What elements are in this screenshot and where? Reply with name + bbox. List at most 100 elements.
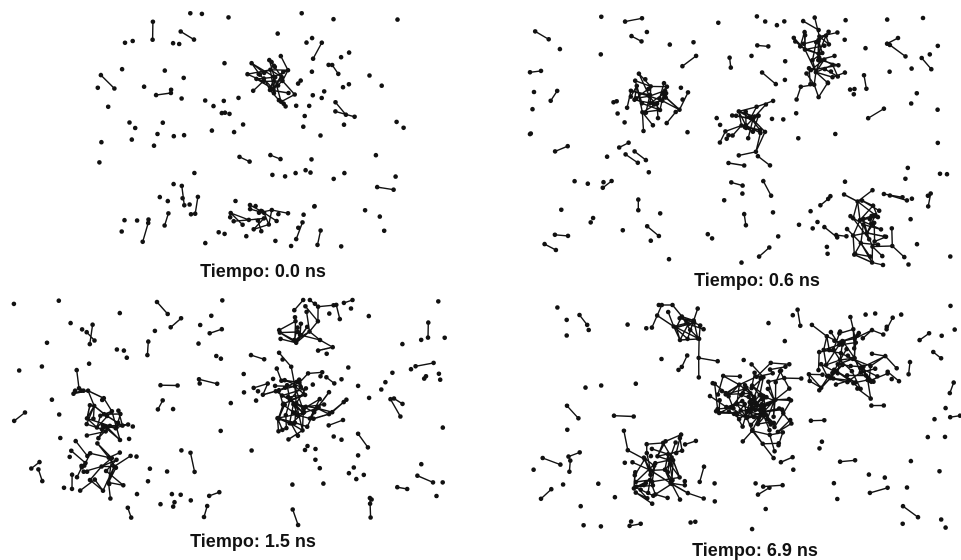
atom <box>744 223 749 228</box>
atom <box>312 410 317 415</box>
atom <box>888 43 893 48</box>
atom <box>779 368 784 373</box>
atom <box>308 170 313 175</box>
atom <box>286 437 291 442</box>
atom <box>742 163 747 168</box>
atom <box>651 123 656 128</box>
atom <box>852 92 857 97</box>
bond <box>80 480 95 491</box>
atom <box>179 448 184 453</box>
atom <box>729 65 734 70</box>
atom <box>67 455 72 460</box>
atom <box>203 98 208 103</box>
atom <box>565 404 570 409</box>
atom <box>743 109 748 114</box>
atom <box>827 42 832 47</box>
atom <box>621 228 626 233</box>
atom <box>781 430 786 435</box>
atom <box>440 480 445 485</box>
atom <box>680 64 685 69</box>
atom <box>118 450 123 455</box>
atom <box>885 371 890 376</box>
atom <box>766 402 771 407</box>
atom <box>171 504 176 509</box>
atom <box>296 434 301 439</box>
atom <box>305 444 310 449</box>
atom <box>73 388 78 393</box>
atom <box>401 126 406 131</box>
bond <box>903 506 918 517</box>
atom <box>391 187 396 192</box>
atom <box>104 469 109 474</box>
bond <box>863 356 885 367</box>
bond <box>71 451 85 463</box>
atom <box>123 41 128 46</box>
atom <box>634 381 639 386</box>
atom <box>88 478 93 483</box>
atom <box>548 99 553 104</box>
atom <box>116 421 121 426</box>
atom <box>233 199 238 204</box>
bond <box>763 181 771 196</box>
atom <box>268 153 273 158</box>
atom <box>738 374 743 379</box>
atom <box>852 346 857 351</box>
panel-caption: Tiempo: 6.9 ns <box>692 540 818 560</box>
atom <box>241 372 246 377</box>
atom <box>817 350 822 355</box>
atom <box>122 218 127 223</box>
atom <box>809 68 814 73</box>
atom <box>120 67 125 72</box>
atom <box>368 515 373 520</box>
atom <box>882 106 887 111</box>
atom <box>826 197 831 202</box>
atom <box>755 43 760 48</box>
bond <box>157 302 168 314</box>
atom <box>171 41 176 46</box>
atom <box>792 36 797 41</box>
atom <box>431 361 436 366</box>
bond <box>195 197 198 214</box>
atom <box>294 237 299 242</box>
atom <box>292 92 297 97</box>
atom <box>853 380 858 385</box>
atom <box>749 54 754 59</box>
atom <box>297 377 302 382</box>
atom <box>599 383 604 388</box>
atom <box>640 16 645 21</box>
atom <box>939 334 944 339</box>
atom <box>760 70 765 75</box>
atom <box>716 21 721 26</box>
bond <box>101 75 115 88</box>
atom <box>257 210 262 215</box>
atom <box>161 120 166 125</box>
atom <box>936 141 941 146</box>
atom <box>879 227 884 232</box>
atom <box>146 221 151 226</box>
atom <box>146 479 151 484</box>
atom <box>760 442 765 447</box>
atom <box>324 375 329 380</box>
atom <box>614 99 619 104</box>
atom <box>299 322 304 327</box>
atom <box>218 429 223 434</box>
atom <box>228 211 233 216</box>
atom <box>842 192 847 197</box>
atom <box>948 391 953 396</box>
atom <box>768 163 773 168</box>
atom <box>633 470 638 475</box>
atom <box>746 136 751 141</box>
atom <box>882 403 887 408</box>
atom <box>400 342 405 347</box>
atom <box>130 39 135 44</box>
atom <box>232 130 237 135</box>
atom <box>577 450 582 455</box>
atom <box>870 188 875 193</box>
atom <box>816 58 821 63</box>
atom <box>685 337 690 342</box>
atom <box>249 61 254 66</box>
atom <box>118 311 123 316</box>
atom <box>706 232 711 237</box>
atom <box>553 149 558 154</box>
atom <box>841 340 846 345</box>
